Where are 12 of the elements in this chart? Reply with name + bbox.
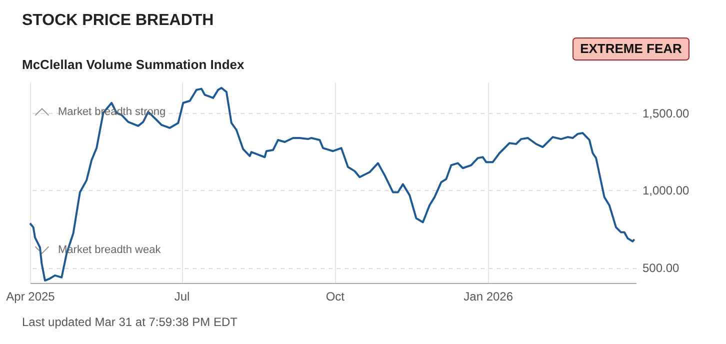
x-tick-label: Jan 2026 (464, 290, 514, 304)
text: EXTREME FEAR (580, 41, 683, 56)
chart-title: STOCK PRICE BREADTH (22, 12, 214, 29)
x-tick-label: Apr 2025 (6, 290, 56, 304)
y-tick-label: 1,000.00 (642, 184, 690, 198)
line-series (29, 86, 636, 282)
chart-subtitle: McClellan Volume Summation Index (22, 57, 246, 72)
text: Last updated Mar 31 at 7:59:38 PM EDT (22, 315, 238, 329)
y-tick-label: 1,500.00 (642, 106, 690, 120)
x-tick-label: Oct (326, 290, 346, 304)
y-tick-label: 500.00 (642, 261, 680, 276)
x-tick-label: Jul (174, 290, 190, 304)
